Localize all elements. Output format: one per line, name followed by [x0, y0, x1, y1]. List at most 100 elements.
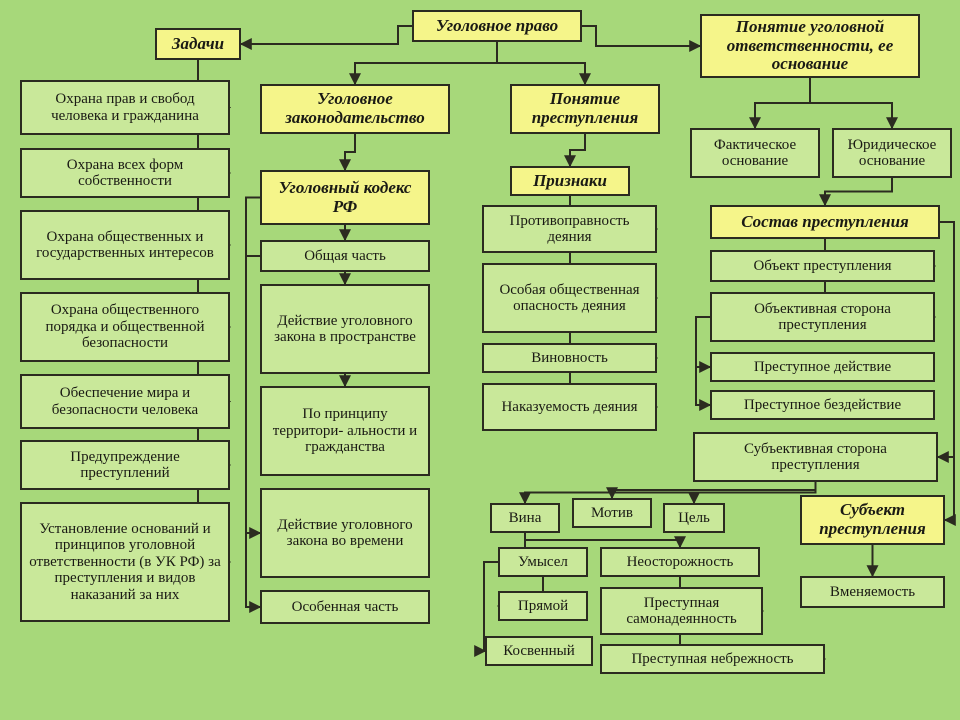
node-label: Охрана всех форм собственности	[28, 157, 222, 190]
node-n_s2: Особая общественная опасность деяния	[482, 263, 657, 333]
node-n_resp: Понятие уголовной ответственности, ее ос…	[700, 14, 920, 78]
node-n_root: Уголовное право	[412, 10, 582, 42]
node-n_goal: Цель	[663, 503, 725, 533]
node-n_t7: Установление оснований и принципов уголо…	[20, 502, 230, 622]
edge-n_root-n_leg	[355, 42, 497, 84]
edge-n_root-n_crime	[497, 42, 585, 84]
node-n_inact: Преступное бездействие	[710, 390, 935, 420]
node-label: Охрана общественного порядка и обществен…	[28, 302, 222, 352]
node-n_t2: Охрана всех форм собственности	[20, 148, 230, 198]
node-n_jur: Юридическое основание	[832, 128, 952, 178]
node-label: По принципу территори- альности и гражда…	[268, 406, 422, 456]
node-n_t5: Обеспечение мира и безопасности человека	[20, 374, 230, 429]
node-label: Предупреждение преступлений	[28, 449, 222, 482]
node-label: Преступное действие	[754, 359, 891, 376]
node-n_subjs: Субъективная сторона преступления	[693, 432, 938, 482]
node-n_t1: Охрана прав и свобод человека и граждани…	[20, 80, 230, 135]
node-n_pr: Прямой	[498, 591, 588, 621]
node-label: Противоправность деяния	[490, 213, 649, 246]
node-label: Виновность	[531, 350, 608, 367]
node-label: Охрана прав и свобод человека и граждани…	[28, 91, 222, 124]
node-n_uk: Уголовный кодекс РФ	[260, 170, 430, 225]
node-label: Понятие уголовной ответственности, ее ос…	[708, 18, 912, 74]
edge-n_objs-n_inact	[696, 317, 710, 405]
node-label: Мотив	[591, 505, 633, 522]
node-n_space: Действие уголовного закона в пространств…	[260, 284, 430, 374]
node-n_tasks: Задачи	[155, 28, 241, 60]
edge-n_resp-n_jur	[810, 78, 892, 128]
node-label: Объект преступления	[753, 258, 891, 275]
node-n_act: Преступное действие	[710, 352, 935, 382]
node-n_spec: Особенная часть	[260, 590, 430, 624]
edge-n_leg-n_uk	[345, 134, 355, 170]
node-n_umy: Умысел	[498, 547, 588, 577]
node-n_nebr: Преступная небрежность	[600, 644, 825, 674]
node-label: Особая общественная опасность деяния	[490, 282, 649, 315]
node-label: Общая часть	[304, 248, 386, 265]
edge-n_subjs-n_vina	[525, 482, 816, 503]
node-n_corpus: Состав преступления	[710, 205, 940, 239]
node-n_crime: Понятие преступления	[510, 84, 660, 134]
node-n_kos: Косвенный	[485, 636, 593, 666]
node-n_t6: Предупреждение преступлений	[20, 440, 230, 490]
diagram-canvas: Уголовное право Задачи Понятие уголовной о…	[0, 0, 960, 720]
edge-n_crime-n_sign	[570, 134, 585, 166]
node-label: Юридическое основание	[840, 137, 944, 170]
edge-n_resp-n_fact	[755, 78, 810, 128]
node-n_san: Вменяемость	[800, 576, 945, 608]
node-n_samo: Преступная самонадеянность	[600, 587, 763, 635]
node-n_neost: Неосторожность	[600, 547, 760, 577]
node-n_s3: Виновность	[482, 343, 657, 373]
node-label: Наказуемость деяния	[501, 399, 637, 416]
node-label: Вина	[509, 510, 542, 527]
edge-n_root-n_resp	[582, 26, 700, 46]
node-label: Уголовное законодательство	[268, 90, 442, 127]
node-label: Задачи	[172, 35, 224, 54]
node-label: Установление оснований и принципов уголо…	[28, 521, 222, 604]
node-n_t4: Охрана общественного порядка и обществен…	[20, 292, 230, 362]
node-label: Преступная небрежность	[631, 651, 793, 668]
edge-n_objs-n_act	[696, 317, 710, 367]
edge-n_g-n_time	[246, 256, 260, 533]
node-label: Фактическое основание	[698, 137, 812, 170]
node-label: Субъективная сторона преступления	[701, 441, 930, 474]
node-n_time: Действие уголовного закона во времени	[260, 488, 430, 578]
edge-n_subjs-n_goal	[694, 482, 816, 503]
node-n_objs: Объективная сторона преступления	[710, 292, 935, 342]
node-n_s4: Наказуемость деяния	[482, 383, 657, 431]
node-n_leg: Уголовное законодательство	[260, 84, 450, 134]
node-n_obj: Объект преступления	[710, 250, 935, 282]
node-n_g: Общая часть	[260, 240, 430, 272]
node-label: Признаки	[533, 172, 607, 191]
node-label: Обеспечение мира и безопасности человека	[28, 385, 222, 418]
node-label: Уголовный кодекс РФ	[268, 179, 422, 216]
node-n_sign: Признаки	[510, 166, 630, 196]
node-label: Прямой	[518, 598, 568, 615]
edge-n_jur-n_corpus	[825, 178, 892, 205]
node-label: Субъект преступления	[808, 501, 937, 538]
node-label: Преступное бездействие	[744, 397, 901, 414]
edge-n_vina-n_neost	[525, 533, 680, 547]
node-label: Особенная часть	[292, 599, 399, 616]
node-label: Объективная сторона преступления	[718, 301, 927, 334]
node-label: Действие уголовного закона в пространств…	[268, 313, 422, 346]
node-label: Охрана общественных и государственных ин…	[28, 229, 222, 262]
node-n_motiv: Мотив	[572, 498, 652, 528]
node-label: Цель	[678, 510, 710, 527]
node-label: Неосторожность	[627, 554, 734, 571]
edge-n_root-n_tasks	[241, 26, 412, 44]
node-label: Понятие преступления	[518, 90, 652, 127]
node-label: Действие уголовного закона во времени	[268, 517, 422, 550]
node-n_s1: Противоправность деяния	[482, 205, 657, 253]
node-label: Умысел	[518, 554, 568, 571]
node-label: Косвенный	[503, 643, 575, 660]
node-n_terr: По принципу территори- альности и гражда…	[260, 386, 430, 476]
node-label: Уголовное право	[436, 17, 558, 36]
edge-n_subjs-n_motiv	[612, 482, 816, 498]
edge-n_corpus-n_subjs	[938, 222, 954, 457]
node-label: Преступная самонадеянность	[608, 595, 755, 628]
edge-n_uk-n_spec	[246, 198, 260, 608]
node-label: Состав преступления	[741, 213, 909, 232]
node-n_fact: Фактическое основание	[690, 128, 820, 178]
node-label: Вменяемость	[830, 584, 915, 601]
